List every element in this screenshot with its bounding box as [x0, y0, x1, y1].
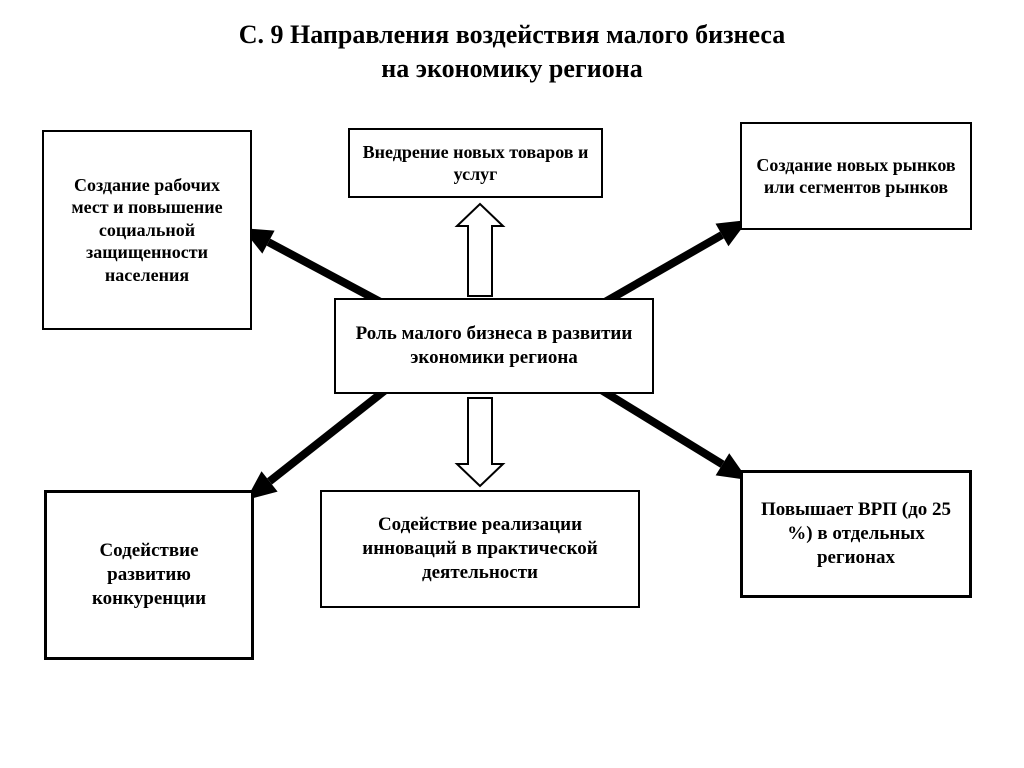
node-top-left: Создание рабочих мест и повышение социал…: [42, 130, 252, 330]
node-center-label: Роль малого бизнеса в развитии экономики…: [348, 322, 640, 370]
node-bottom-center: Содействие реализации инноваций в практи…: [320, 490, 640, 608]
node-bottom-center-label: Содействие реализации инноваций в практи…: [334, 513, 626, 584]
node-bottom-right: Повышает ВРП (до 25 %) в отдельных регио…: [740, 470, 972, 598]
title-line-1: С. 9 Направления воздействия малого бизн…: [239, 20, 786, 49]
node-center: Роль малого бизнеса в развитии экономики…: [334, 298, 654, 394]
node-top-right-label: Создание новых рынков или сегментов рынк…: [754, 154, 958, 199]
node-top-label: Внедрение новых товаров и услуг: [362, 141, 589, 186]
node-bottom-left: Содействие развитию конкуренции: [44, 490, 254, 660]
diagram-title: С. 9 Направления воздействия малого бизн…: [0, 18, 1024, 86]
node-bottom-right-label: Повышает ВРП (до 25 %) в отдельных регио…: [755, 498, 957, 569]
diagram-canvas: С. 9 Направления воздействия малого бизн…: [0, 0, 1024, 768]
node-top: Внедрение новых товаров и услуг: [348, 128, 603, 198]
node-top-left-label: Создание рабочих мест и повышение социал…: [56, 174, 238, 287]
node-bottom-left-label: Содействие развитию конкуренции: [59, 539, 239, 610]
title-line-2: на экономику региона: [381, 54, 642, 83]
node-top-right: Создание новых рынков или сегментов рынк…: [740, 122, 972, 230]
